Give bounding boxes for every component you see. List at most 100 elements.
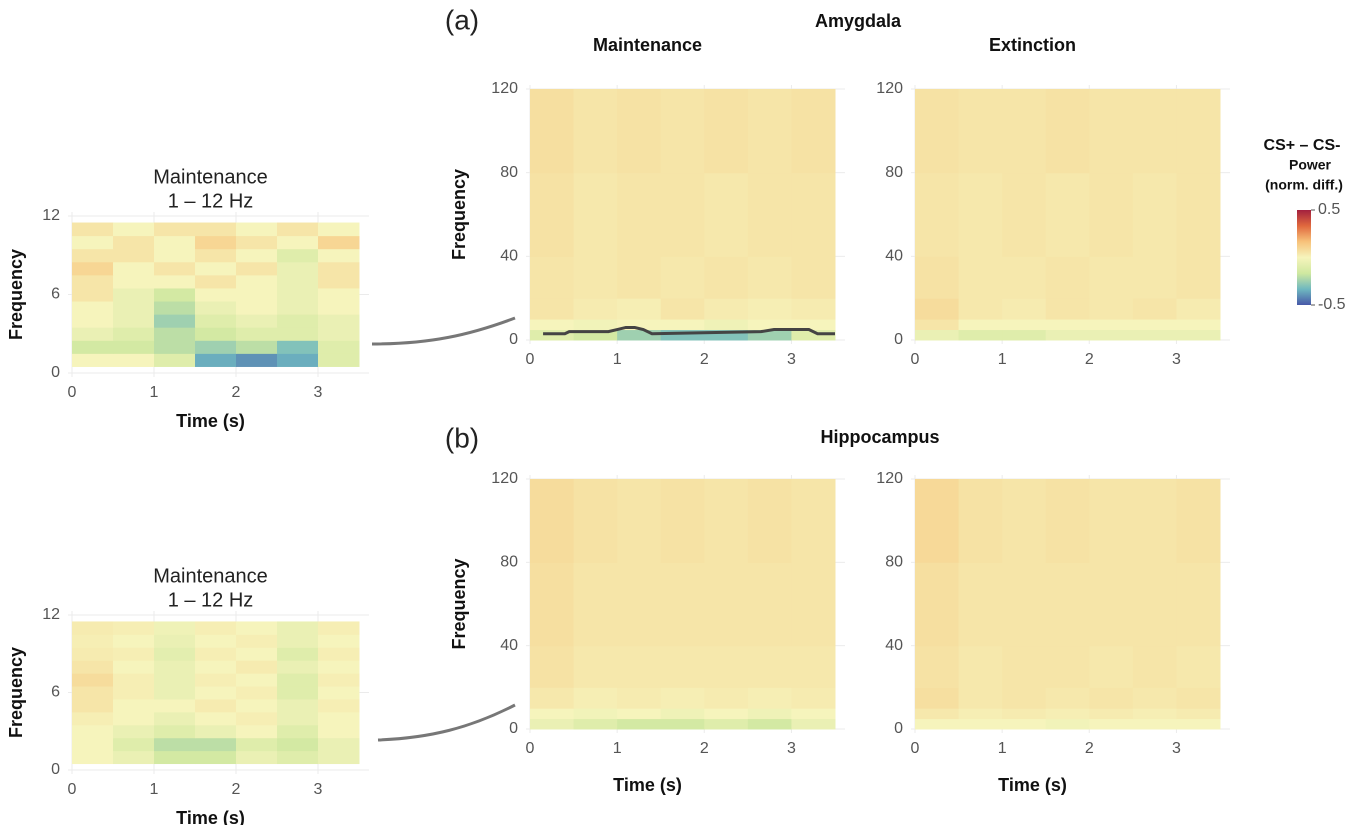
heatmap-cell xyxy=(660,645,705,688)
heatmap-cell xyxy=(1045,562,1090,647)
heatmap-cell xyxy=(617,172,662,257)
heatmap-cell xyxy=(530,687,575,709)
heatmap-cell xyxy=(1176,256,1221,299)
heatmap-cell xyxy=(660,298,705,320)
heatmap-cell xyxy=(195,314,237,328)
heatmap-cell xyxy=(277,248,319,263)
colorbar-subtitle: Power xyxy=(1289,157,1332,173)
x-tick-label: 1 xyxy=(613,740,622,757)
panel-title: Hippocampus xyxy=(820,427,939,447)
heatmap-cell xyxy=(530,718,575,730)
heatmap-cell xyxy=(154,647,196,661)
x-tick-label: 3 xyxy=(1172,740,1181,757)
heatmap-cell xyxy=(318,660,360,674)
heatmap-cell xyxy=(1176,89,1221,174)
heatmap-cell xyxy=(1089,562,1134,647)
heatmap-cell xyxy=(72,301,114,315)
heatmap-cell xyxy=(195,222,237,237)
heatmap-cell xyxy=(915,329,960,341)
y-tick-label: 120 xyxy=(876,470,903,487)
heatmap-cell xyxy=(113,711,155,726)
colorbar-tick-label: 0.5 xyxy=(1318,201,1340,218)
heatmap-cell xyxy=(617,319,662,331)
colorbar-title: CS+ – CS- xyxy=(1264,137,1341,154)
heatmap-cell xyxy=(958,687,1003,709)
heatmap-cell xyxy=(1132,687,1177,709)
heatmap-cell xyxy=(318,301,360,315)
heatmap-cell xyxy=(1132,718,1177,730)
heatmap-cell xyxy=(277,698,319,713)
heatmap-cell xyxy=(1176,319,1221,331)
heatmap-cell xyxy=(747,708,792,720)
y-tick-label: 40 xyxy=(885,248,903,265)
colorbar-tick-label: -0.5 xyxy=(1318,296,1346,313)
heatmap-cell xyxy=(113,222,155,237)
heatmap-cell xyxy=(617,89,662,174)
heatmap-cell xyxy=(277,686,319,700)
heatmap-cell xyxy=(113,750,155,765)
heatmap-cell xyxy=(72,634,114,648)
x-axis-label: Time (s) xyxy=(176,808,245,825)
heatmap-cell xyxy=(747,172,792,257)
heatmap-cell xyxy=(958,479,1003,563)
heatmap-cell xyxy=(277,314,319,328)
x-tick-label: 0 xyxy=(911,740,920,757)
heatmap-cell xyxy=(113,673,155,687)
heatmap-cell xyxy=(154,737,196,752)
heatmap-cell xyxy=(154,235,196,250)
heatmap-cell xyxy=(1089,645,1134,688)
heatmap-cell xyxy=(573,562,618,647)
heatmap-cell xyxy=(154,222,196,237)
heatmap-cell xyxy=(747,89,792,174)
heatmap-cell xyxy=(1176,298,1221,320)
heatmap-cell xyxy=(1132,319,1177,331)
y-tick-label: 0 xyxy=(894,331,903,348)
y-axis-label: Frequency xyxy=(6,249,26,340)
heatmap-cell xyxy=(72,235,114,250)
heatmap-cell xyxy=(236,724,278,739)
heatmap-cell xyxy=(236,261,278,276)
heatmap-cell xyxy=(236,222,278,237)
heatmap-cell xyxy=(277,673,319,687)
x-axis-label: Time (s) xyxy=(613,775,682,795)
heatmap-cell xyxy=(318,737,360,752)
y-tick-label: 0 xyxy=(51,761,60,778)
heatmap-cell xyxy=(704,562,749,647)
heatmap-cell xyxy=(660,687,705,709)
heatmap-cell xyxy=(72,327,114,341)
connector xyxy=(377,703,516,742)
colorbar xyxy=(1297,210,1311,305)
heatmap-cell xyxy=(1045,256,1090,299)
heatmap-cell xyxy=(704,329,749,341)
heatmap-cell xyxy=(617,562,662,647)
heatmap-cell xyxy=(915,89,960,174)
heatmap-cell xyxy=(791,718,836,730)
heatmap-cell xyxy=(236,686,278,700)
heatmap-cell xyxy=(704,256,749,299)
heatmap-cell xyxy=(318,327,360,341)
heatmap-cell xyxy=(72,353,114,367)
heatmap-cell xyxy=(747,645,792,688)
chart-title: Maintenance xyxy=(153,166,268,188)
heatmap-cell xyxy=(1045,479,1090,563)
heatmap-cell xyxy=(704,645,749,688)
heatmap-cell xyxy=(236,634,278,648)
heatmap-cell xyxy=(573,172,618,257)
y-tick-label: 0 xyxy=(509,331,518,348)
heatmap-cell xyxy=(1089,172,1134,257)
heatmap-cell xyxy=(154,621,196,635)
heatmap-cell xyxy=(72,647,114,661)
heatmap-cell xyxy=(915,645,960,688)
heatmap-cell xyxy=(747,479,792,563)
heatmap-cell xyxy=(791,645,836,688)
heatmap-cell xyxy=(573,298,618,320)
y-tick-label: 40 xyxy=(500,637,518,654)
heatmap-cell xyxy=(791,687,836,709)
heatmap-cell xyxy=(747,562,792,647)
heatmap-cell xyxy=(72,673,114,687)
y-tick-label: 6 xyxy=(51,684,60,701)
heatmap-cell xyxy=(1002,329,1047,341)
heatmap-cell xyxy=(704,687,749,709)
heatmap-cell xyxy=(791,298,836,320)
heatmap-cell xyxy=(154,660,196,674)
